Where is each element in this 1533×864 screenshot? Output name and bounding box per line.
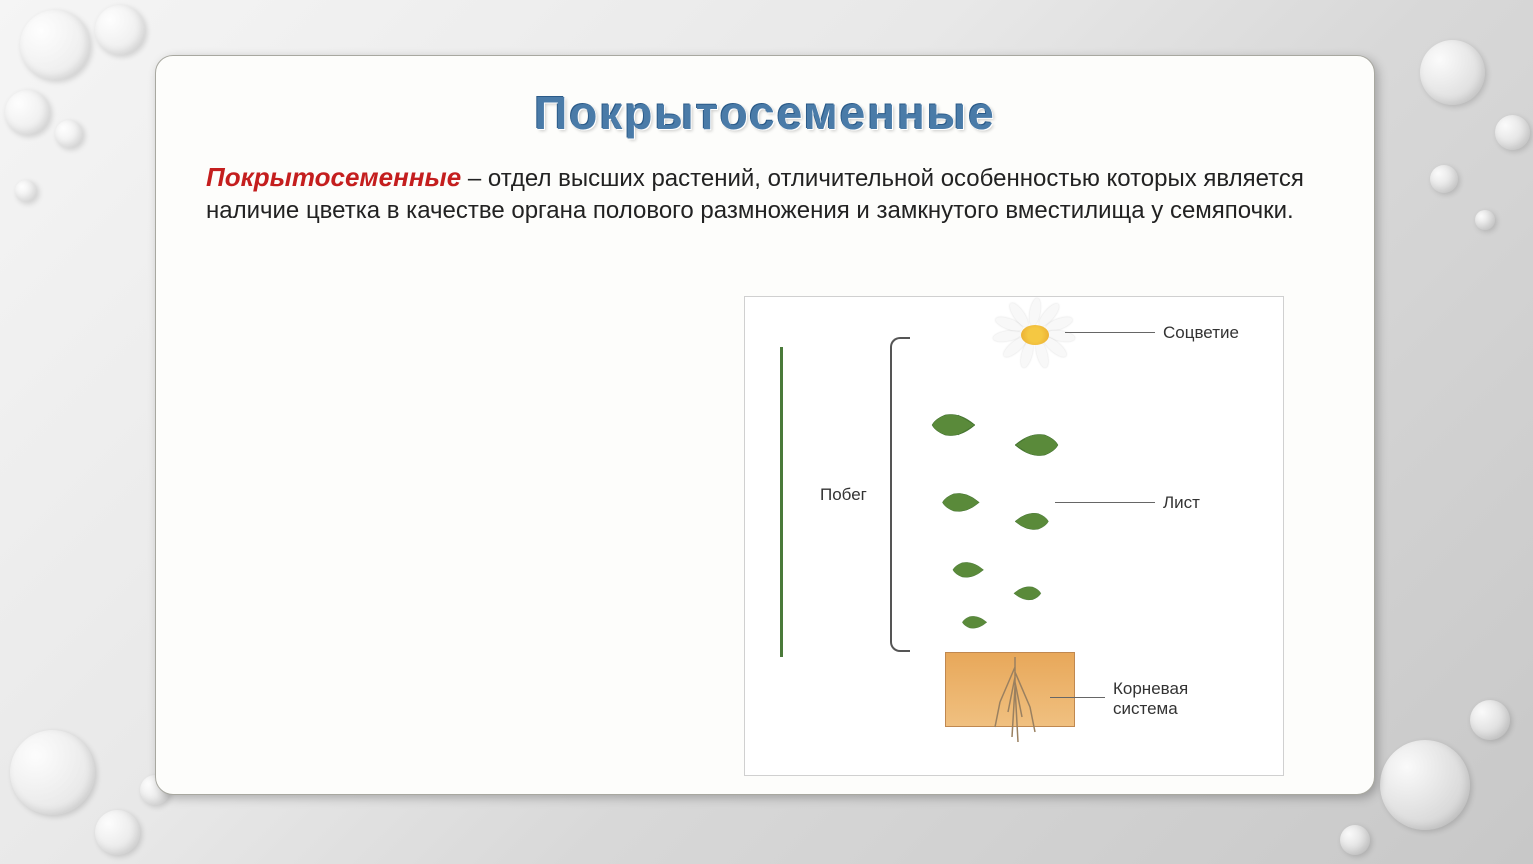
bubble	[95, 5, 145, 55]
plant-leaf	[960, 612, 988, 632]
shoot-brace	[890, 337, 910, 652]
bubble	[1380, 740, 1470, 830]
plant-leaf	[1013, 582, 1043, 604]
bubble	[55, 120, 83, 148]
bubble	[20, 10, 90, 80]
label-line	[1050, 697, 1105, 698]
flower-head	[993, 307, 1073, 362]
label-line	[1065, 332, 1155, 333]
plant-leaf	[940, 487, 980, 517]
plant-leaf	[950, 557, 985, 582]
bubble	[1495, 115, 1530, 150]
slide-card: Покрытосеменные Покрытосеменные – отдел …	[155, 55, 1375, 795]
bubble	[10, 730, 95, 815]
bubble	[15, 180, 37, 202]
bubble	[1340, 825, 1370, 855]
label-shoot: Побег	[820, 485, 867, 505]
keyword: Покрытосеменные	[206, 162, 461, 192]
label-line	[1055, 502, 1155, 503]
plant-diagram: Побег	[744, 296, 1284, 776]
plant-leaf	[930, 407, 975, 442]
bubble	[95, 810, 140, 855]
plant-leaf	[1015, 427, 1060, 462]
slide-title: Покрытосеменные	[196, 86, 1334, 140]
root-system	[990, 657, 1040, 747]
slide-body: Покрытосеменные – отдел высших растений,…	[196, 160, 1334, 228]
bubble	[1420, 40, 1485, 105]
label-root-system: Корневая система	[1113, 679, 1193, 720]
label-leaf: Лист	[1163, 493, 1200, 513]
label-inflorescence: Соцветие	[1163, 323, 1239, 343]
plant-leaf	[1015, 507, 1050, 535]
plant-stem	[780, 347, 783, 657]
bubble	[5, 90, 50, 135]
bubble	[1475, 210, 1495, 230]
bubble	[1470, 700, 1510, 740]
bubble	[1430, 165, 1458, 193]
